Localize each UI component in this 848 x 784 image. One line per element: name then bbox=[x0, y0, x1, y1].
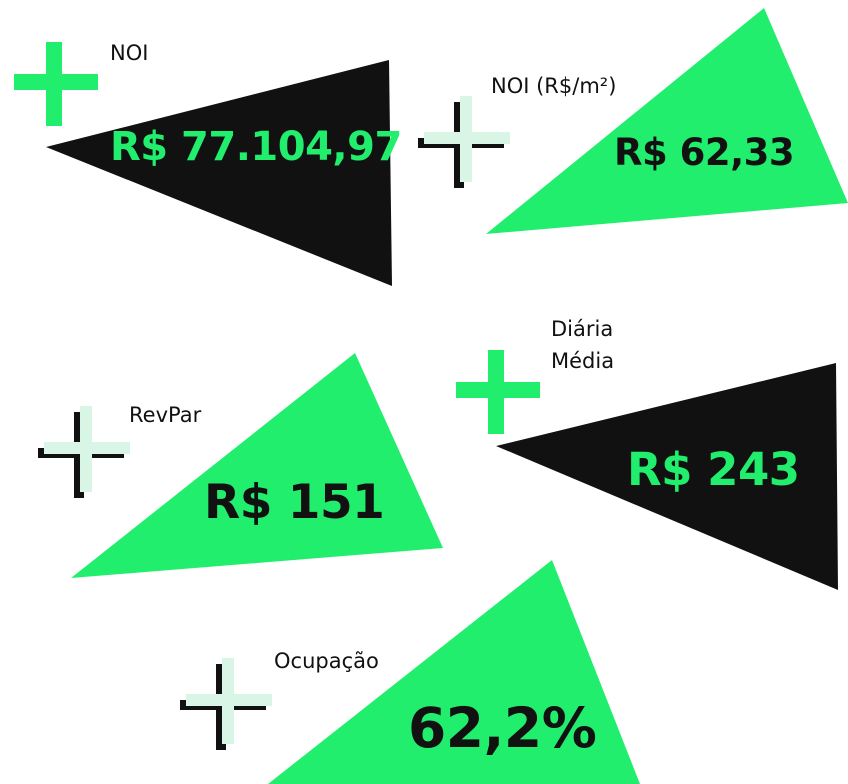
noi-m2-value: R$ 62,33 bbox=[614, 131, 795, 174]
noi-m2-triangle bbox=[486, 8, 848, 234]
diaria-label-line1: Diária bbox=[551, 317, 614, 341]
noi-triangle bbox=[46, 60, 392, 286]
diaria-value: R$ 243 bbox=[627, 443, 800, 496]
noi-label: NOI bbox=[110, 41, 149, 65]
revpar-value: R$ 151 bbox=[204, 475, 385, 530]
plus-outline-icon bbox=[180, 658, 272, 750]
diaria-triangle bbox=[496, 363, 838, 590]
revpar-triangle bbox=[71, 353, 443, 578]
ocupacao-label: Ocupação bbox=[274, 649, 379, 673]
diaria-label-line2: Média bbox=[551, 349, 615, 373]
noi-m2-label: NOI (R$/m²) bbox=[491, 74, 617, 98]
noi-value: R$ 77.104,97 bbox=[110, 124, 402, 170]
ocupacao-triangle bbox=[268, 560, 640, 784]
plus-outline-icon bbox=[38, 406, 130, 498]
revpar-label: RevPar bbox=[129, 403, 202, 427]
ocupacao-value: 62,2% bbox=[408, 696, 597, 760]
plus-icon bbox=[14, 42, 98, 126]
plus-outline-icon bbox=[418, 96, 510, 188]
plus-icon bbox=[456, 350, 540, 434]
